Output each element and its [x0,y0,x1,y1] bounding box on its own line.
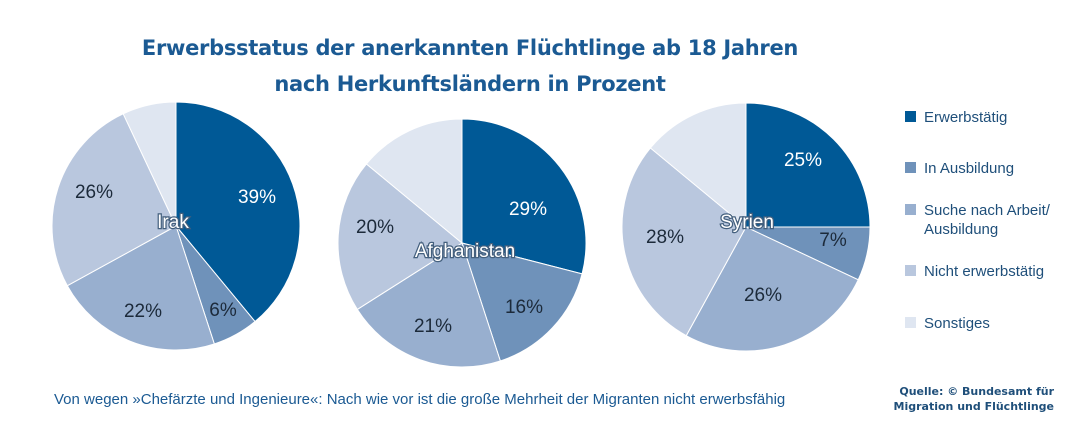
pie-slice [649,102,747,229]
legend-swatch [905,162,916,173]
pie-data-label: 29% [509,199,547,220]
caption: Von wegen »Chefärzte und Ingenieure«: Na… [54,391,786,408]
legend-item-sonstiges: Sonstiges [905,314,1074,333]
legend-label: Nicht erwerbstätig [924,263,1045,280]
pie-data-label: 21% [414,316,452,337]
legend-swatch [905,317,916,328]
pie-data-label: 20% [356,217,394,238]
pie-data-label: 28% [646,227,684,248]
pie-data-label: 6% [209,300,237,321]
source-note: Quelle: © Bundesamt für Migration und Fl… [894,384,1054,414]
legend-swatch [905,265,916,276]
legend-item-erwerbstaetig: Erwerbstätig [905,108,1074,127]
pie-data-label: 7% [819,230,847,251]
pie-slice [461,118,587,275]
pie-slice [175,101,301,323]
pie-slice [122,101,177,227]
legend-item-in-ausbildung: In Ausbildung [905,159,1074,178]
pie-slice [365,118,463,245]
source-line-2: Migration und Flüchtlinge [893,400,1054,413]
chart-title: Erwerbsstatus der anerkannten Flüchtling… [0,30,940,102]
legend-label: Sonstiges [924,315,990,332]
pie-slice [51,113,177,287]
pie-data-label: 26% [75,182,113,203]
legend-swatch [905,204,916,215]
pie-slice [356,242,501,368]
pie-country-label: Irak [157,212,189,233]
legend-label: Suche nach Arbeit/ Ausbildung [924,202,1050,238]
pie-afghanistan: 29% 16% 21% 20% Afghanistan [337,118,587,368]
pie-slice [337,163,463,311]
pie-country-label: Syrien [720,212,774,233]
pie-data-label: 26% [744,285,782,306]
pie-slice [621,147,747,337]
source-line-1: Quelle: © Bundesamt für [899,385,1054,398]
chart-title-line-2: nach Herkunftsländern in Prozent [274,72,666,96]
legend-item-suche-nach-arbeit: Suche nach Arbeit/ Ausbildung [905,201,1074,239]
pie-syrien: 25% 7% 26% 28% Syrien [621,102,871,352]
pie-data-label: 25% [784,150,822,171]
legend-label: In Ausbildung [924,160,1015,177]
legend-item-nicht-erwerbstaetig: Nicht erwerbstätig [905,262,1074,281]
pie-data-label: 39% [238,187,276,208]
legend-label: Erwerbstätig [924,109,1008,126]
pie-slice [745,102,871,228]
pie-country-label: Afghanistan [415,241,515,262]
pie-data-label: 16% [505,297,543,318]
legend-swatch [905,111,916,122]
pie-irak: 39% 6% 22% 26% Irak [51,101,301,351]
pie-slice [66,225,215,351]
pie-data-label: 22% [124,301,162,322]
pie-slice [461,242,583,362]
chart-title-line-1: Erwerbsstatus der anerkannten Flüchtling… [141,36,799,60]
